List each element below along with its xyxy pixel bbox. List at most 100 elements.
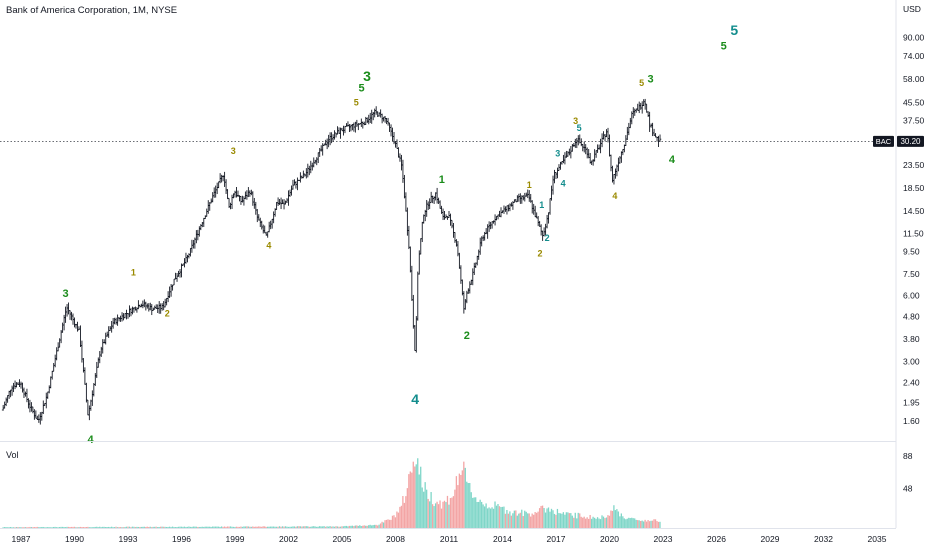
- wave-count-label: 4: [87, 434, 94, 446]
- volume-bar: [137, 526, 140, 528]
- price-tick-label: 90.00: [903, 32, 925, 42]
- volume-bar: [51, 527, 53, 528]
- volume-bar: [170, 527, 172, 528]
- wave-count-label: 1: [439, 174, 445, 186]
- volume-bar: [234, 526, 236, 528]
- volume-bar: [17, 527, 19, 528]
- volume-bar: [302, 526, 304, 528]
- time-tick-label: 2014: [493, 534, 512, 544]
- volume-bar: [390, 519, 392, 528]
- volume-bar: [259, 526, 261, 528]
- volume-bar: [623, 518, 625, 528]
- volume-bar: [206, 526, 208, 528]
- volume-bar: [408, 474, 410, 528]
- volume-bar: [608, 515, 611, 528]
- volume-bar: [200, 526, 202, 528]
- volume-bar: [473, 497, 475, 528]
- volume-bar: [400, 505, 403, 528]
- wave-count-label: 5: [354, 97, 359, 107]
- volume-bar: [492, 508, 495, 528]
- volume-bar: [466, 481, 468, 528]
- volume-bar: [512, 513, 514, 528]
- volume-bar: [50, 527, 52, 528]
- wave-count-label: 3: [63, 288, 69, 300]
- volume-bar: [622, 516, 624, 528]
- volume-bar: [384, 520, 386, 528]
- wave-count-label: 4: [561, 178, 566, 188]
- volume-bar: [304, 526, 306, 528]
- volume-bar: [102, 526, 104, 528]
- volume-bar: [351, 525, 354, 528]
- volume-bar: [91, 527, 93, 528]
- volume-bar: [565, 512, 568, 528]
- volume-bar: [197, 526, 199, 528]
- volume-bar: [116, 527, 119, 528]
- volume-bar: [148, 527, 150, 528]
- volume-bar: [305, 526, 307, 528]
- time-axis[interactable]: 1987 1990 1993 1996 1999 2002 2005 2008 2011 2014…: [12, 534, 887, 544]
- volume-bar: [167, 526, 169, 528]
- volume-bar: [577, 512, 579, 528]
- symbol-badge: [873, 135, 894, 147]
- price-axis[interactable]: 1.60 1.95 2.40 3.00 3.80 4.80 6.00 7.50 9.50 11.5…: [903, 32, 925, 426]
- volume-bar: [265, 526, 267, 528]
- wave-count-label: 2: [545, 233, 550, 243]
- volume-bar: [640, 520, 642, 528]
- volume-bar: [607, 515, 609, 528]
- currency-label: USD: [903, 4, 921, 14]
- volume-bar: [262, 526, 264, 528]
- volume-bar: [366, 525, 368, 528]
- volume-bar: [586, 517, 588, 528]
- volume-bar: [73, 526, 76, 528]
- volume-bar: [97, 527, 99, 528]
- volume-bar: [204, 526, 206, 528]
- volume-bar: [191, 526, 193, 528]
- price-tick-label: 1.95: [903, 397, 920, 407]
- price-tick-label: 4.80: [903, 312, 920, 322]
- volume-bar: [396, 511, 398, 528]
- volume-bar: [94, 526, 96, 528]
- volume-bar: [479, 499, 481, 528]
- time-tick-label: 2011: [440, 534, 459, 544]
- volume-bar: [216, 526, 218, 528]
- volume-bar: [231, 526, 233, 528]
- volume-bar: [420, 466, 422, 528]
- volume-bar: [353, 526, 355, 528]
- volume-bar: [238, 526, 241, 528]
- volume-bar: [485, 503, 487, 528]
- wave-count-label: 5: [577, 123, 582, 133]
- volume-bar: [247, 526, 249, 528]
- volume-bar: [553, 513, 556, 528]
- volume-bar: [38, 527, 40, 528]
- volume-bar: [368, 525, 370, 528]
- volume-bar: [203, 526, 205, 528]
- volume-bar: [388, 519, 391, 528]
- volume-bar: [296, 526, 299, 528]
- volume-bar: [131, 526, 134, 528]
- volume-bar: [543, 508, 545, 528]
- volume-bar: [515, 510, 517, 528]
- volume-bar: [411, 472, 413, 528]
- volume-bar: [63, 526, 65, 528]
- volume-bar: [158, 526, 160, 528]
- volume-bar: [67, 526, 70, 528]
- volume-tick-label: 48: [903, 484, 913, 494]
- volume-bar: [375, 524, 377, 528]
- volume-bar: [76, 527, 79, 528]
- volume-bar: [486, 508, 489, 528]
- volume-bar: [509, 511, 511, 528]
- volume-bar: [258, 526, 260, 528]
- volume-bar: [209, 526, 211, 528]
- volume-bar: [461, 470, 463, 528]
- volume-bar: [241, 526, 244, 528]
- volume-bar: [168, 526, 171, 528]
- volume-bar: [651, 520, 654, 528]
- volume-bar: [455, 476, 458, 528]
- volume-bar: [283, 526, 285, 528]
- volume-bar: [573, 517, 575, 528]
- volume-bar: [3, 527, 6, 528]
- volume-bar: [319, 526, 321, 528]
